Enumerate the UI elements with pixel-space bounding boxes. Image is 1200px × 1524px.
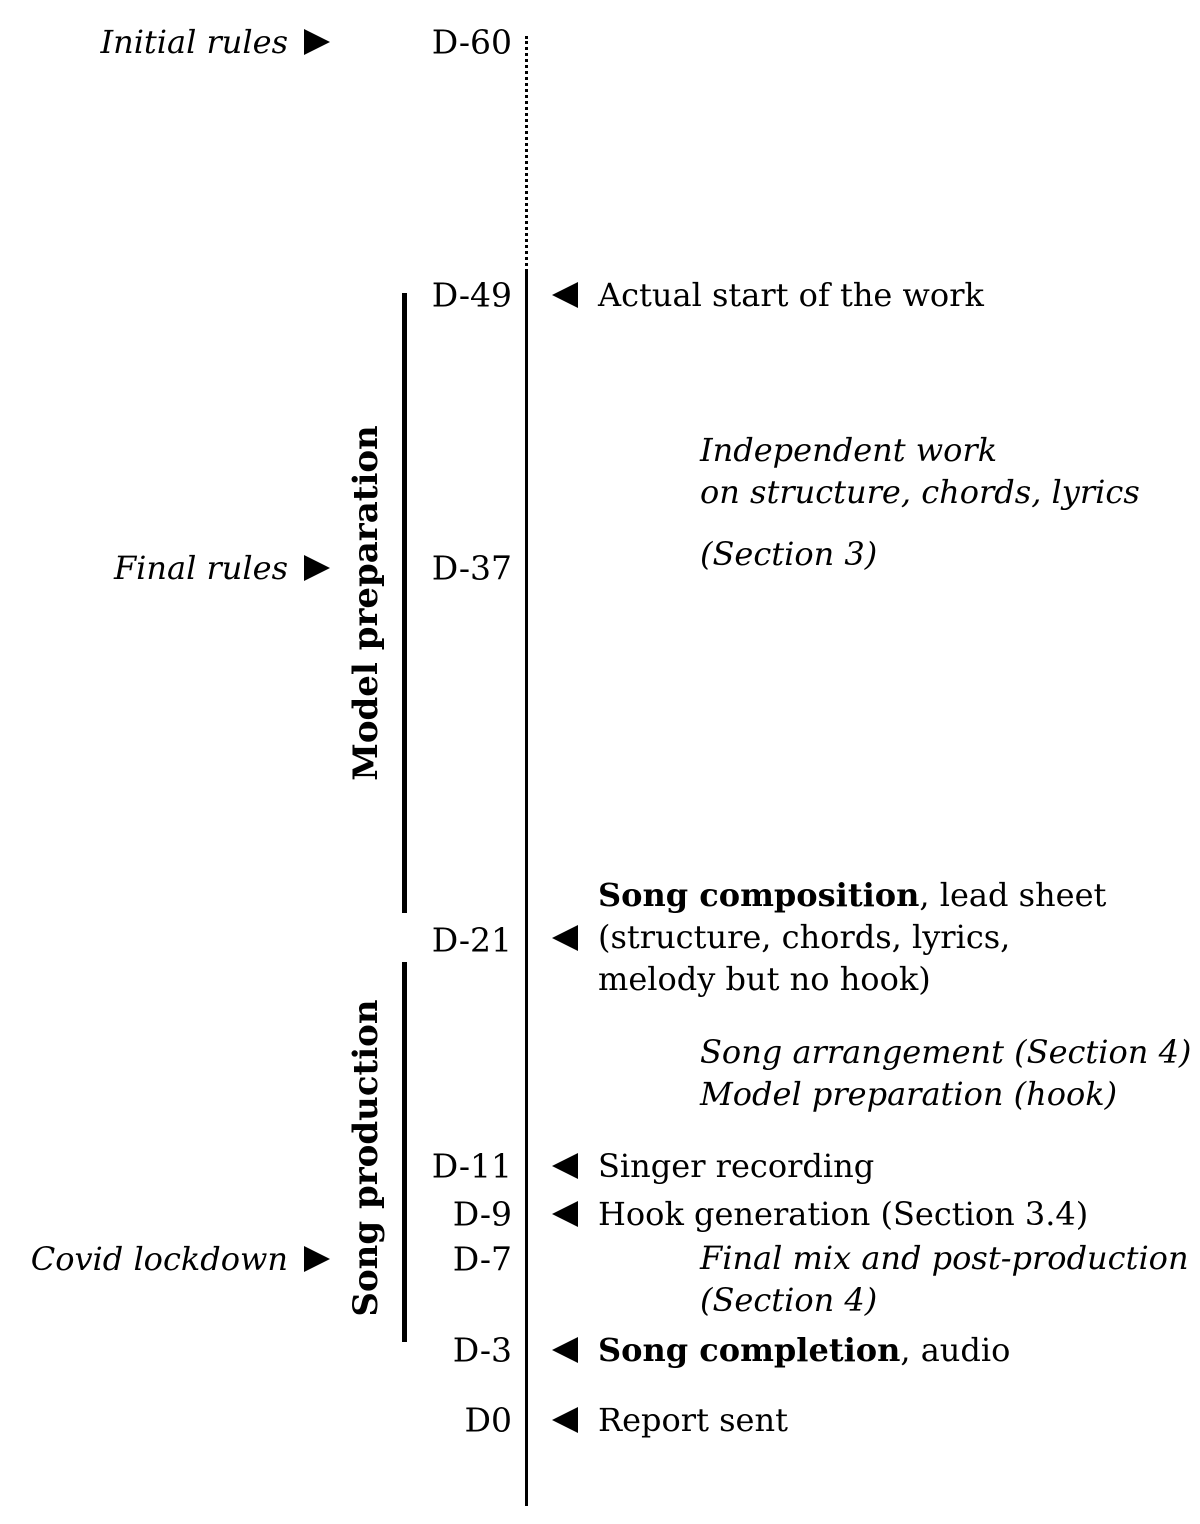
event-label-line3: melody but no hook): [598, 960, 931, 998]
note-line2: Model preparation (hook): [700, 1075, 1118, 1113]
day-label-d3: D-3: [452, 1330, 512, 1370]
left-annotation-final-rules: Final rules: [0, 549, 330, 587]
note-line2: on structure, chords, lyrics: [700, 473, 1140, 511]
left-triangle-icon: [552, 1337, 578, 1363]
left-annotation-initial-rules: Initial rules: [0, 23, 330, 61]
left-triangle-icon: [552, 1407, 578, 1433]
event-report-sent: Report sent: [552, 1401, 788, 1439]
left-triangle-icon: [552, 925, 578, 951]
right-triangle-icon: [304, 555, 330, 581]
left-triangle-icon: [552, 1201, 578, 1227]
timeline-axis: [525, 272, 528, 1506]
phase-label-model-preparation: Model preparation: [346, 425, 386, 781]
note-song-arrangement: Song arrangement (Section 4) Model prepa…: [700, 1031, 1191, 1115]
note-line1: Independent work: [700, 431, 998, 469]
left-annotation-label: Covid lockdown: [30, 1240, 288, 1278]
day-label-d21: D-21: [431, 920, 512, 960]
event-label-rest: , audio: [900, 1331, 1011, 1369]
event-label-line2: (structure, chords, lyrics,: [598, 918, 1011, 956]
left-annotation-label: Initial rules: [100, 23, 288, 61]
event-label: Song completion, audio: [598, 1331, 1010, 1369]
event-label-bold: Song completion: [598, 1331, 901, 1369]
left-triangle-icon: [552, 1153, 578, 1179]
event-label: Singer recording: [598, 1147, 875, 1185]
right-triangle-icon: [304, 29, 330, 55]
event-singer-recording: Singer recording: [552, 1147, 874, 1185]
left-annotation-covid-lockdown: Covid lockdown: [0, 1240, 330, 1278]
event-label: Hook generation (Section 3.4): [598, 1195, 1089, 1233]
day-label-d7: D-7: [452, 1239, 512, 1279]
event-label-rest: , lead sheet: [919, 876, 1107, 914]
day-label-d11: D-11: [431, 1146, 512, 1186]
day-label-d9: D-9: [452, 1194, 512, 1234]
phase-bar-song-production: [402, 962, 407, 1342]
event-label-line1: Song composition, lead sheet: [598, 874, 1106, 916]
event-actual-start: Actual start of the work: [552, 276, 984, 314]
event-label: Actual start of the work: [598, 276, 984, 314]
day-label-d60: D-60: [431, 22, 512, 62]
event-label: Report sent: [598, 1401, 788, 1439]
note-line2: (Section 4): [700, 1281, 878, 1319]
left-annotation-label: Final rules: [113, 549, 288, 587]
note-final-mix: Final mix and post-production (Section 4…: [700, 1237, 1189, 1321]
event-hook-generation: Hook generation (Section 3.4): [552, 1195, 1088, 1233]
note-line1: Final mix and post-production: [700, 1239, 1189, 1277]
phase-bar-model-preparation: [402, 293, 407, 913]
day-label-d37: D-37: [431, 548, 512, 588]
note-line3: (Section 3): [700, 535, 878, 573]
event-song-completion: Song completion, audio: [552, 1331, 1010, 1369]
day-label-d49: D-49: [431, 275, 512, 315]
day-label-d0: D0: [464, 1400, 512, 1440]
timeline-axis-dotted-segment: [525, 36, 528, 272]
event-song-composition: Song composition, lead sheet (structure,…: [598, 874, 1106, 1000]
event-label-bold: Song composition: [598, 876, 920, 914]
right-triangle-icon: [304, 1246, 330, 1272]
note-line1: Song arrangement (Section 4): [700, 1033, 1192, 1071]
note-independent-work: Independent work on structure, chords, l…: [700, 429, 1140, 575]
left-triangle-icon: [552, 282, 578, 308]
